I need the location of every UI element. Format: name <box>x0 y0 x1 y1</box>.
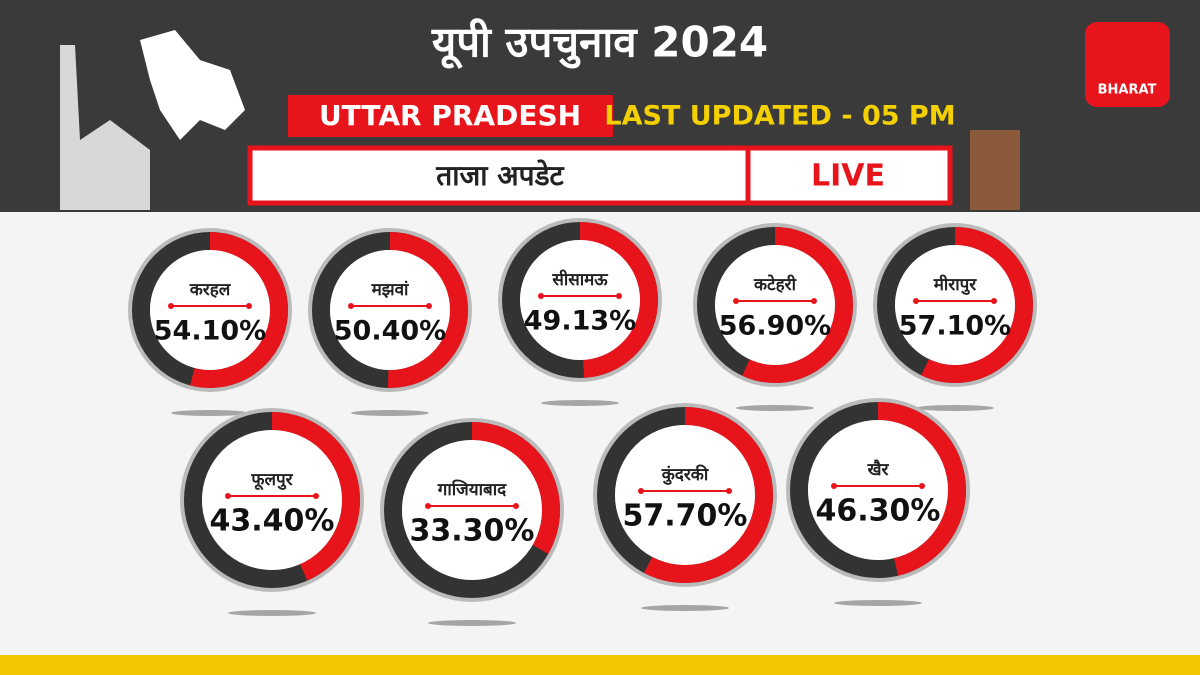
value-label: 33.30% <box>410 514 535 549</box>
gauge-arc <box>132 232 288 388</box>
shadow <box>541 400 619 406</box>
value-label: 43.40% <box>210 504 335 539</box>
category-label: करहल <box>189 280 232 300</box>
subtitle-box <box>247 145 953 206</box>
rule-dot <box>426 303 432 309</box>
gauge-arc <box>384 422 560 598</box>
value-label: 46.30% <box>816 494 941 529</box>
live: LIVE <box>811 159 885 194</box>
rule-dot <box>348 303 354 309</box>
updated: LAST UPDATED - 05 PM <box>604 101 955 132</box>
inner <box>150 250 270 370</box>
shadow <box>351 410 429 416</box>
gauge-arc <box>697 227 853 383</box>
category-label: गाजियाबाद <box>437 479 507 500</box>
rule-dot <box>225 493 231 499</box>
value-label: 50.40% <box>334 316 446 347</box>
value-label: 56.90% <box>719 311 831 342</box>
shadow <box>834 600 922 606</box>
category-label: खैर <box>867 459 890 480</box>
shadow <box>428 620 516 626</box>
gauge-arc <box>502 222 658 378</box>
rule-dot <box>168 303 174 309</box>
rule-dot <box>425 503 431 509</box>
gauges: करहल 54.10% मझवां 50.40% सीसामऊ 49.13% कटेहरी 5… <box>128 218 1037 626</box>
shadow <box>736 405 814 411</box>
inner <box>330 250 450 370</box>
category-label: कटेहरी <box>753 274 797 295</box>
rule-dot <box>991 298 997 304</box>
value-label: 49.13% <box>524 306 636 337</box>
shadow <box>916 405 994 411</box>
rule-dot <box>513 503 519 509</box>
value-label: 57.10% <box>899 311 1011 342</box>
shadow <box>641 605 729 611</box>
rule-dot <box>831 483 837 489</box>
inner <box>895 245 1015 365</box>
category-label: कुंदरकी <box>661 464 709 485</box>
state: UTTAR PRADESH <box>319 99 581 132</box>
state-box <box>288 95 613 137</box>
rule-dot <box>638 488 644 494</box>
gauge-arc <box>184 412 360 588</box>
rule-dot <box>538 293 544 299</box>
category-label: फूलपुर <box>250 470 293 491</box>
gauge-arc <box>597 407 773 583</box>
category-label: मझवां <box>371 280 409 300</box>
inner <box>715 245 835 365</box>
category-label: मीरापुर <box>933 274 978 295</box>
value-label: 57.70% <box>623 499 748 534</box>
title: यूपी उपचुनाव 2024 <box>431 18 768 70</box>
subtitle: ताजा अपडेट <box>435 159 564 192</box>
shadow <box>171 410 249 416</box>
gauge-arc <box>877 227 1033 383</box>
rule-dot <box>313 493 319 499</box>
gauge-arc <box>790 402 966 578</box>
rule-dot <box>246 303 252 309</box>
rule-dot <box>726 488 732 494</box>
rule-dot <box>733 298 739 304</box>
ballot-table <box>970 130 1020 210</box>
rule-dot <box>616 293 622 299</box>
inner <box>202 430 342 570</box>
rule-dot <box>913 298 919 304</box>
inner <box>402 440 542 580</box>
category-label: सीसामऊ <box>551 269 608 290</box>
inner <box>808 420 948 560</box>
inner <box>615 425 755 565</box>
logo <box>1085 22 1170 107</box>
map-icon <box>140 30 245 140</box>
finger-icon <box>60 45 150 210</box>
footer-strip <box>0 655 1200 675</box>
logo-text: BHARAT <box>1098 83 1157 98</box>
gauge-arc <box>312 232 468 388</box>
value-label: 54.10% <box>154 316 266 347</box>
inner <box>520 240 640 360</box>
rule-dot <box>811 298 817 304</box>
shadow <box>228 610 316 616</box>
rule-dot <box>919 483 925 489</box>
